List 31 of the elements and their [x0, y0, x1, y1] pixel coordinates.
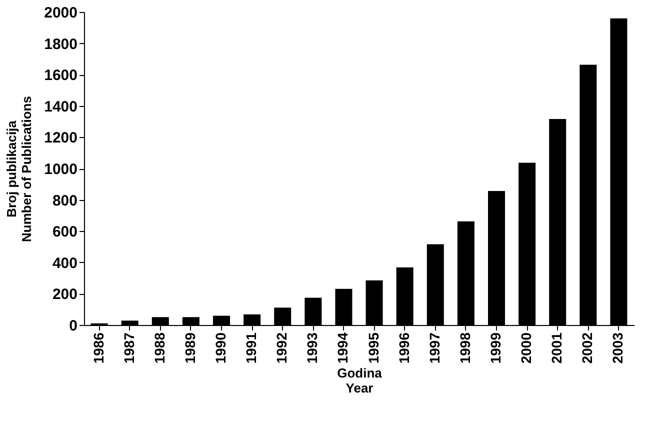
x-tick-label: 2002 — [579, 332, 596, 364]
x-tick-label: 2001 — [548, 332, 565, 364]
x-tick-label: 2000 — [518, 332, 534, 364]
y-axis-title: Broj publikacija Number of Publications — [4, 96, 34, 242]
x-tick-label: 1993 — [304, 332, 320, 364]
y-tick-label: 200 — [52, 286, 78, 304]
y-tick-label: 1000 — [44, 161, 78, 178]
y-tick-label: 600 — [52, 224, 78, 241]
x-tick-label: 1990 — [212, 332, 228, 364]
y-tick-label: 400 — [52, 254, 78, 272]
x-tick-label: 1991 — [243, 332, 260, 364]
y-tick-label: 1600 — [44, 67, 78, 84]
y-tick-label: 2000 — [44, 4, 78, 22]
y-tick-label: 1200 — [44, 130, 78, 147]
x-tick-label: 1989 — [182, 332, 198, 364]
y-tick-label: 0 — [69, 318, 78, 334]
x-tick-label: 1988 — [151, 332, 168, 364]
x-tick-label: 1987 — [120, 332, 137, 364]
x-tick-label: 1986 — [90, 332, 106, 364]
x-tick-label: 1992 — [274, 332, 290, 364]
x-tick-label: 1994 — [334, 332, 351, 364]
y-tick-label: 800 — [52, 192, 78, 210]
x-tick-label: 1997 — [426, 332, 442, 364]
x-tick-label: 2003 — [610, 332, 626, 364]
y-tick-label: 1800 — [44, 36, 78, 53]
x-tick-label: 1996 — [396, 332, 412, 364]
x-axis-title: Godina Year — [337, 366, 383, 396]
y-tick-label: 1400 — [44, 98, 78, 116]
x-tick-label: 1995 — [365, 332, 382, 364]
x-tick-label: 1999 — [488, 332, 504, 364]
x-tick-label: 1998 — [456, 332, 473, 364]
